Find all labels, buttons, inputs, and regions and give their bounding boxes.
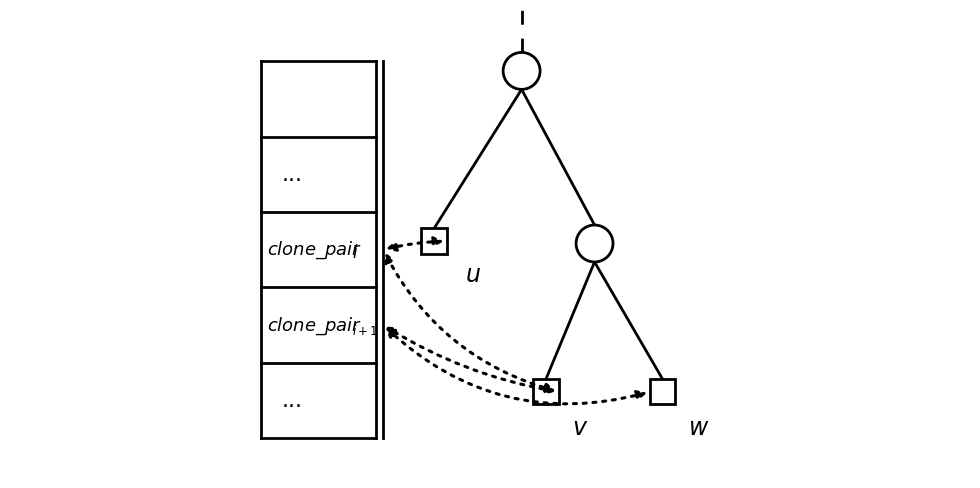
Text: ...: ...: [282, 390, 303, 410]
Bar: [650, 379, 675, 405]
Text: $_{i+1}$: $_{i+1}$: [352, 319, 378, 337]
Text: $\mathit{clone\_pair}$: $\mathit{clone\_pair}$: [268, 315, 363, 336]
Circle shape: [576, 225, 613, 263]
FancyArrowPatch shape: [386, 256, 553, 392]
Text: $w$: $w$: [688, 415, 710, 439]
Text: $v$: $v$: [571, 415, 588, 439]
FancyArrowPatch shape: [388, 328, 553, 393]
Bar: [533, 379, 559, 405]
Bar: [421, 229, 447, 254]
Text: $u$: $u$: [465, 263, 480, 286]
FancyArrowPatch shape: [389, 238, 441, 251]
FancyArrowPatch shape: [387, 329, 644, 404]
Text: $i$: $i$: [352, 244, 359, 262]
Text: $\mathit{clone\_pair}$: $\mathit{clone\_pair}$: [268, 239, 363, 261]
Circle shape: [503, 53, 540, 90]
Text: ...: ...: [282, 165, 303, 185]
